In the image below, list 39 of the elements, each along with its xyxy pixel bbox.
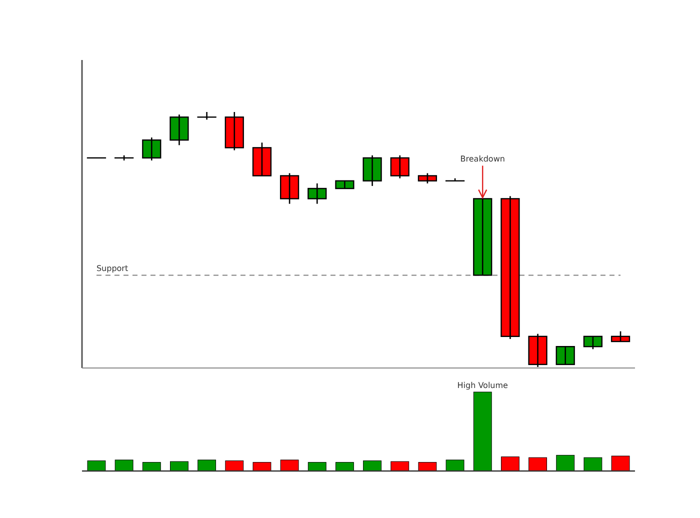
ref-line-label: Support xyxy=(96,264,128,274)
candlestick xyxy=(610,330,630,342)
candlestick xyxy=(556,346,575,366)
bar xyxy=(500,456,520,472)
candlestick xyxy=(528,333,548,368)
candlestick xyxy=(418,172,438,184)
bar xyxy=(584,457,602,472)
annotation: Breakdown xyxy=(460,154,505,164)
bar xyxy=(473,392,492,472)
bar xyxy=(446,460,464,472)
bar xyxy=(390,461,410,472)
candlestick xyxy=(280,172,300,204)
bar xyxy=(363,460,382,472)
bar xyxy=(280,460,299,472)
bar xyxy=(611,456,630,472)
candlestick xyxy=(583,336,603,350)
bar xyxy=(556,454,575,472)
bar xyxy=(252,462,272,472)
bar xyxy=(142,462,161,472)
candlestick xyxy=(224,111,244,151)
bar xyxy=(418,462,437,472)
bar xyxy=(528,457,547,472)
candlestick xyxy=(252,142,272,176)
candlestick xyxy=(500,196,520,340)
candlestick xyxy=(335,180,354,190)
bar xyxy=(87,460,106,472)
bar xyxy=(198,460,216,472)
candlestick xyxy=(142,136,162,162)
annotation: High Volume xyxy=(457,381,508,390)
candlestick xyxy=(308,182,327,204)
bar xyxy=(114,460,134,472)
candlestick xyxy=(170,114,189,146)
candlestick xyxy=(473,198,492,276)
bar xyxy=(335,462,354,472)
candlestick xyxy=(390,154,410,179)
bar xyxy=(225,460,244,472)
bar xyxy=(308,462,326,472)
candlestick xyxy=(362,154,382,187)
bar xyxy=(170,461,188,472)
